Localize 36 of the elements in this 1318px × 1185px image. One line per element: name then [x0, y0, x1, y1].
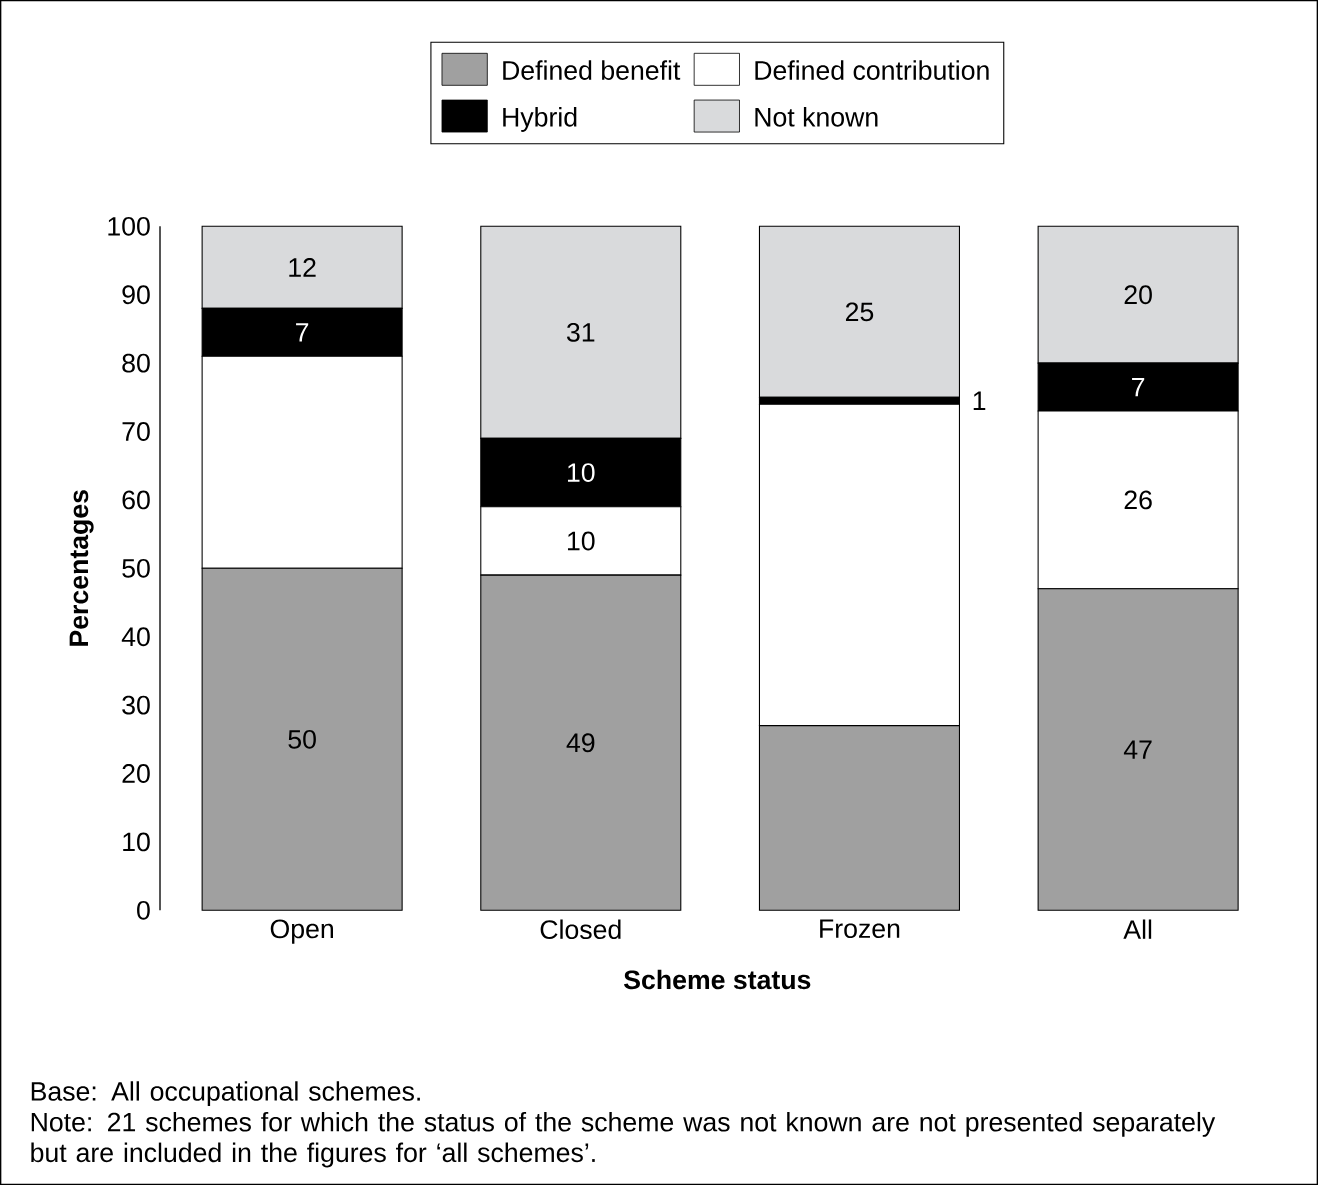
data-label: 1	[973, 391, 986, 410]
data-label: 47	[1123, 740, 1152, 759]
y-tick-label: 20	[122, 764, 150, 783]
y-axis-title: Percentages	[69, 490, 94, 646]
data-label: 7	[1132, 377, 1145, 397]
y-tick-label: 60	[122, 490, 150, 510]
data-label: 7	[296, 323, 309, 342]
y-tick-label: 30	[122, 695, 150, 715]
data-label: 26	[1124, 490, 1152, 510]
legend-label: Defined benefit	[503, 60, 681, 80]
data-label: 10	[567, 463, 595, 482]
text: Note: 21 schemes for which the status of the scheme was not known are not presented separately but are included in the figures for ‘all schemes’.	[31, 1111, 1216, 1168]
x-axis-title: Scheme status	[624, 969, 811, 990]
y-tick-label: 10	[123, 832, 150, 852]
y-tick-label: 50	[122, 558, 150, 578]
y-tick-label: 70	[122, 422, 150, 441]
y-tick-label: 100	[108, 216, 150, 236]
data-label: 49	[566, 733, 595, 753]
y-tick-label: 80	[122, 353, 150, 373]
y-tick-label: 40	[121, 627, 150, 647]
x-tick-label: Closed	[540, 919, 621, 940]
data-label: 50	[288, 729, 316, 749]
data-label: 12	[289, 258, 316, 277]
y-tick-label: 0	[137, 900, 150, 920]
data-label: 25	[845, 302, 874, 322]
legend-label: Hybrid	[503, 107, 577, 132]
x-tick-label: All	[1123, 919, 1152, 939]
legend-label: Defined contribution	[755, 60, 989, 80]
x-tick-label: Frozen	[820, 919, 900, 939]
data-label: 10	[567, 531, 595, 551]
data-label: 20	[1124, 285, 1152, 305]
legend-label: Not known	[755, 107, 878, 127]
text: Base: All occupational schemes.	[31, 1081, 420, 1107]
data-label: 31	[566, 322, 595, 342]
y-tick-label: 90	[122, 285, 150, 305]
x-tick-label: Open	[270, 919, 333, 944]
